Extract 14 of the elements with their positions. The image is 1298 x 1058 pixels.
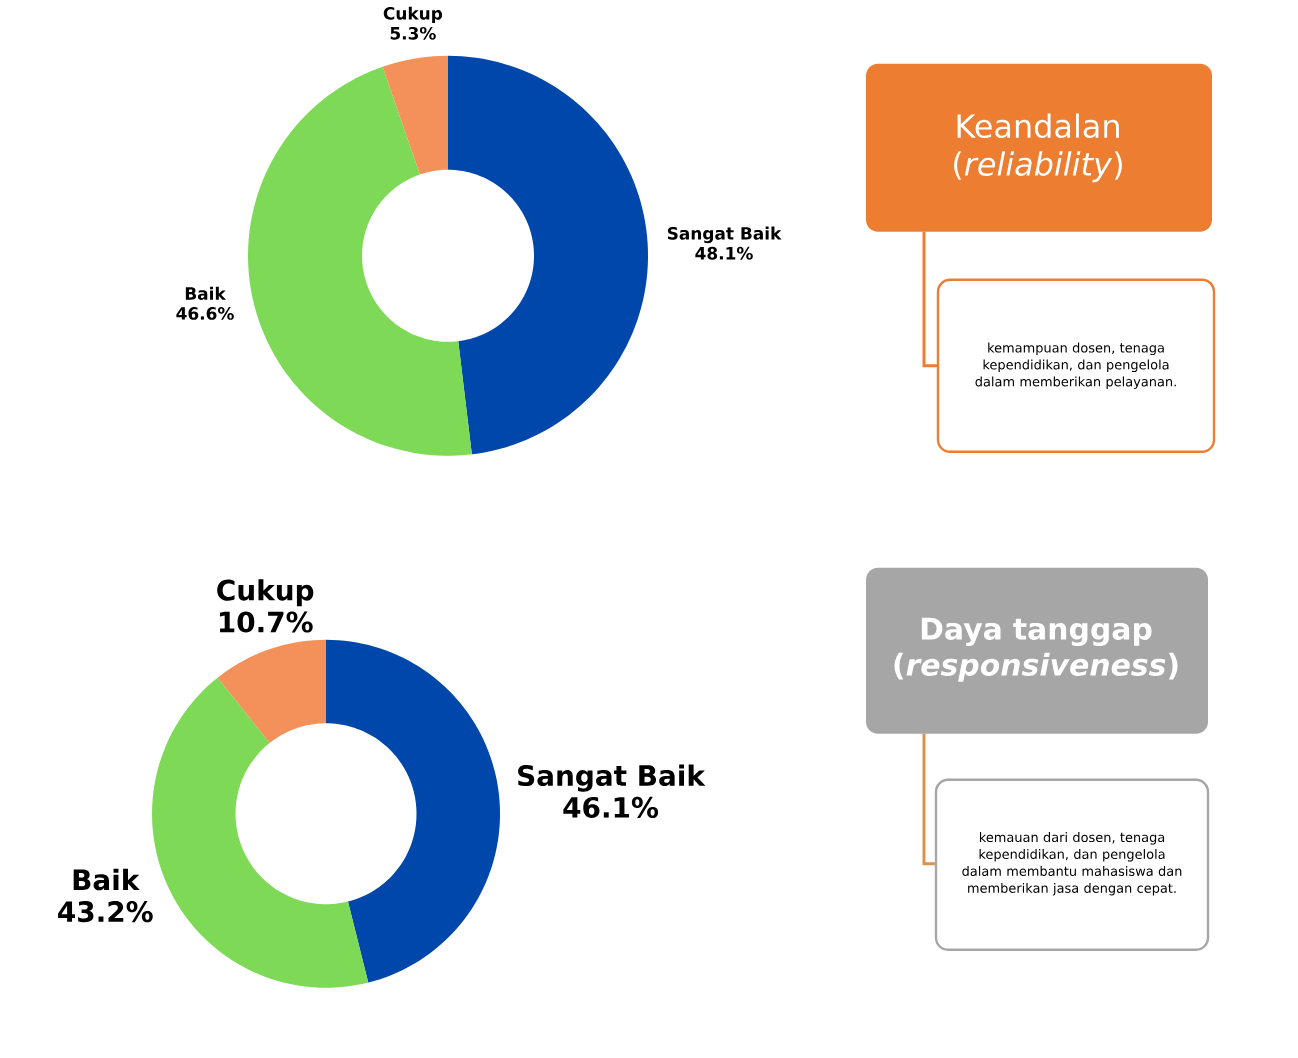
data-label: 10.7%	[219, 611, 313, 633]
text: Daya tanggap (responsiveness)	[894, 617, 1178, 682]
slice-label: Baik	[73, 868, 140, 891]
slice-label: Baik	[185, 286, 227, 301]
data-label: 46.6%	[176, 307, 234, 320]
slice-label: Cukup	[383, 6, 443, 24]
data-label: 48.1%	[695, 246, 753, 260]
slice-label: Cukup	[217, 579, 314, 607]
slice-label: Sangat Baik	[518, 764, 706, 792]
text: Keandalan (reliability)	[954, 113, 1122, 183]
data-label: 46.1%	[563, 796, 659, 819]
data-label: 43.2%	[58, 901, 153, 923]
slice-label: Sangat Baik	[667, 226, 782, 244]
data-label: 5.3%	[390, 27, 436, 40]
